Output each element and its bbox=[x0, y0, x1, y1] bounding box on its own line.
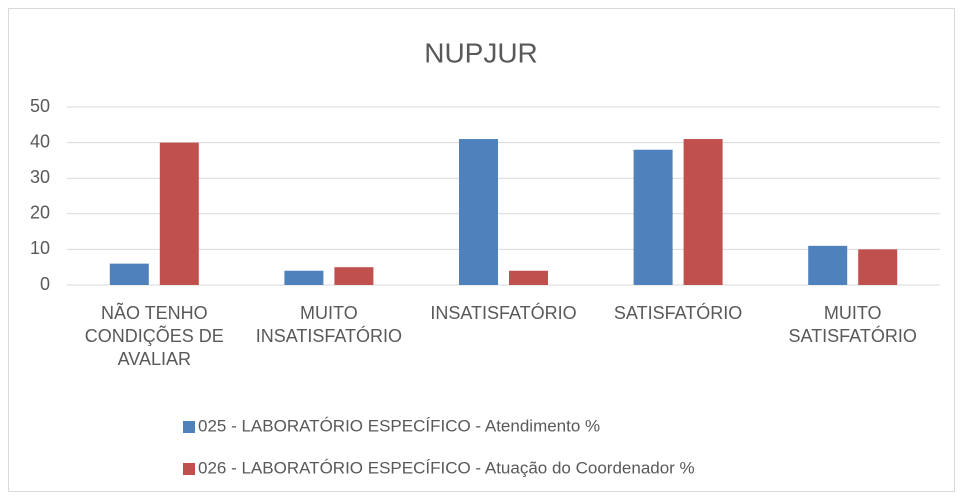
bar bbox=[159, 142, 199, 285]
x-tick-label: MUITO SATISFATÓRIO bbox=[788, 303, 917, 346]
bar bbox=[334, 267, 374, 285]
bar bbox=[808, 245, 848, 285]
legend-label: 026 - LABORATÓRIO ESPECÍFICO - Atuação d… bbox=[198, 458, 695, 477]
x-tick-label: MUITO INSATISFATÓRIO bbox=[255, 303, 403, 346]
bar bbox=[284, 270, 324, 285]
x-tick-label: SATISFATÓRIO bbox=[613, 303, 743, 323]
bar bbox=[633, 149, 673, 285]
y-tick-label: 50 bbox=[30, 96, 50, 116]
chart-title: NUPJUR bbox=[424, 37, 538, 68]
x-tick-label: INSATISFATÓRIO bbox=[430, 303, 577, 323]
legend-swatch bbox=[183, 463, 195, 475]
bar bbox=[509, 270, 548, 285]
y-tick-label: 20 bbox=[30, 203, 50, 223]
legend-label: 025 - LABORATÓRIO ESPECÍFICO - Atendimen… bbox=[198, 416, 600, 435]
x-tick-label: NÃO TENHO CONDIÇÕES DE AVALIAR bbox=[84, 303, 224, 369]
y-tick-label: 30 bbox=[30, 167, 50, 187]
y-tick-label: 40 bbox=[30, 131, 50, 151]
y-tick-label: 10 bbox=[30, 238, 50, 258]
bar bbox=[683, 139, 723, 285]
bar bbox=[109, 263, 149, 285]
legend-swatch bbox=[183, 421, 195, 433]
y-tick-label: 0 bbox=[40, 274, 50, 294]
bar bbox=[459, 139, 498, 285]
bar bbox=[858, 249, 898, 285]
